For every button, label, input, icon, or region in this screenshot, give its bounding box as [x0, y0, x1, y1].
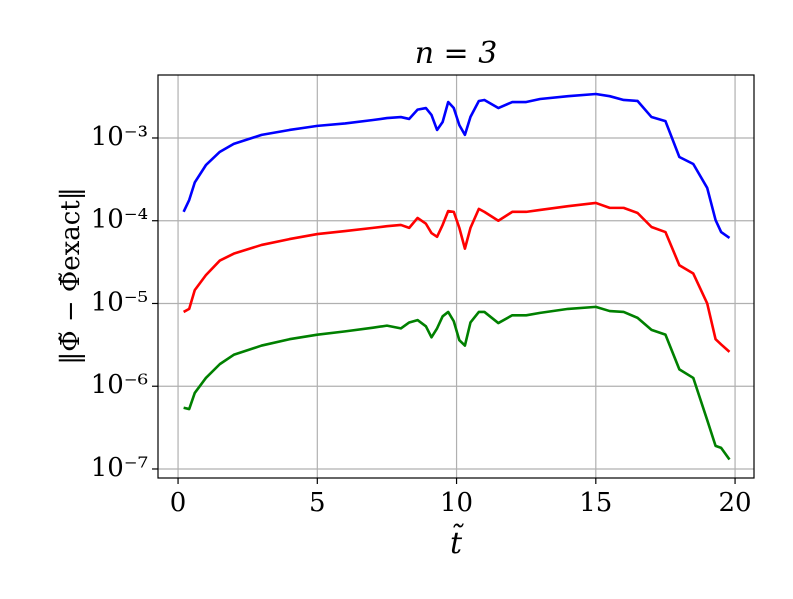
y-tick-label: 10⁻⁴ — [91, 205, 148, 235]
x-tick-label: 0 — [170, 488, 187, 518]
x-tick-label: 10 — [440, 488, 473, 518]
plot-frame — [157, 74, 755, 479]
x-tick-label: 20 — [719, 488, 752, 518]
y-tick-label: 10⁻³ — [91, 122, 148, 152]
x-axis-label: t̃ — [450, 523, 465, 561]
y-tick-label: 10⁻⁵ — [91, 287, 148, 317]
x-tick-label: 15 — [579, 488, 612, 518]
chart-title: n = 3 — [415, 36, 498, 71]
y-tick-label: 10⁻⁶ — [91, 370, 148, 400]
series-line — [182, 92, 731, 239]
y-axis-label: ‖Φ̃ − Φ̃exact‖ — [56, 187, 86, 365]
series-line — [182, 201, 731, 353]
series-line — [183, 305, 731, 461]
x-tick-label: 5 — [309, 488, 326, 518]
y-tick-label: 10⁻⁷ — [91, 453, 148, 483]
